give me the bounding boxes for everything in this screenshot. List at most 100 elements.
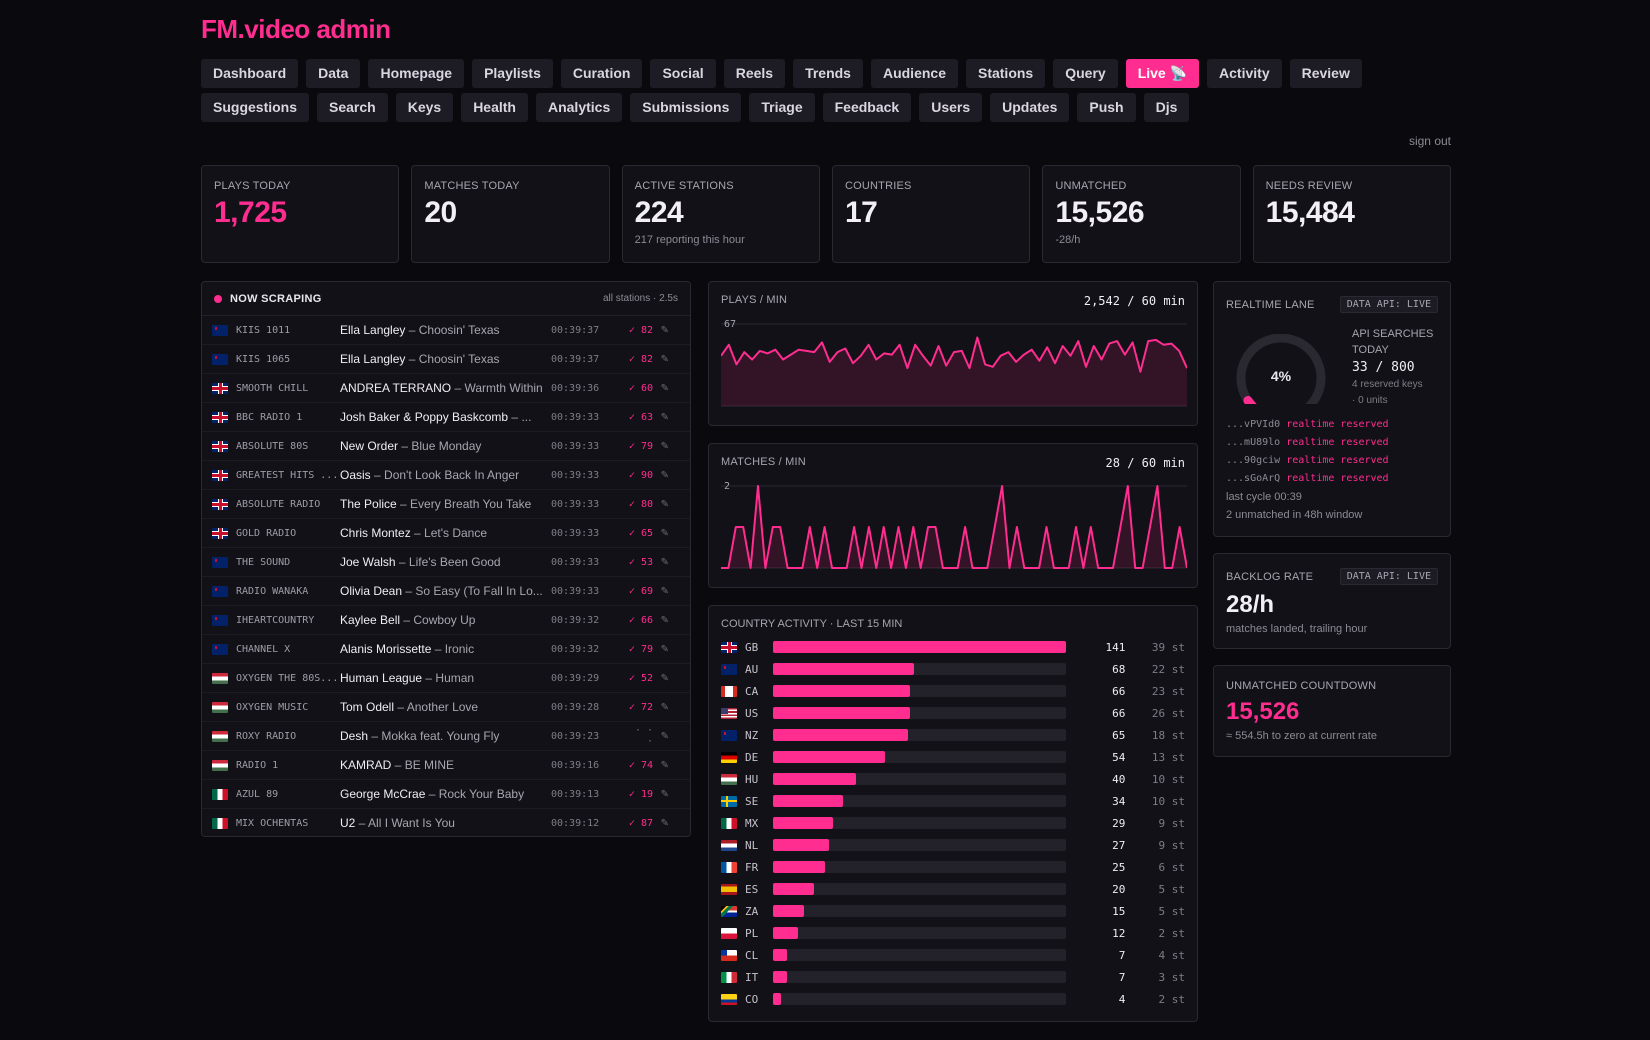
scrape-row[interactable]: ABSOLUTE RADIO The Police – Every Breath … <box>202 490 690 519</box>
country-bar-track <box>772 861 1066 873</box>
country-row-hu[interactable]: HU 40 10 st <box>709 768 1197 790</box>
nav-item-dashboard[interactable]: Dashboard <box>201 59 299 88</box>
nav-item-triage[interactable]: Triage <box>749 93 815 122</box>
scrape-row[interactable]: OXYGEN THE 80S... Human League – Human 00:… <box>202 664 690 693</box>
edit-icon[interactable]: ✎ <box>660 817 669 829</box>
edit-icon[interactable]: ✎ <box>660 643 669 655</box>
app-title[interactable]: FM.video admin <box>201 14 391 44</box>
nav-item-reels[interactable]: Reels <box>723 59 786 88</box>
nav-item-djs[interactable]: Djs <box>1143 93 1190 122</box>
track-info: Chris Montez – Let's Dance <box>340 526 545 540</box>
edit-icon[interactable]: ✎ <box>660 556 669 568</box>
scrape-row[interactable]: GREATEST HITS ... Oasis – Don't Look Back… <box>202 461 690 490</box>
country-row-gb[interactable]: GB 141 39 st <box>709 636 1197 658</box>
scrape-row[interactable]: THE SOUND Joe Walsh – Life's Been Good 00:… <box>202 548 690 577</box>
edit-icon[interactable]: ✎ <box>660 788 669 800</box>
edit-icon[interactable]: ✎ <box>660 353 669 365</box>
nav-item-playlists[interactable]: Playlists <box>472 59 553 88</box>
scrape-row[interactable]: ROXY RÁDIÓ Desh – Mokka feat. Young Fly 00… <box>202 722 690 751</box>
nav-item-data[interactable]: Data <box>306 59 361 88</box>
scrape-time: 00:39:33 <box>551 469 600 481</box>
sign-out-link[interactable]: sign out <box>1408 134 1451 148</box>
country-row-se[interactable]: SE 34 10 st <box>709 790 1197 812</box>
scrape-row[interactable]: IHEARTCOUNTRY Kaylee Bell – Cowboy Up 00:3… <box>202 606 690 635</box>
edit-icon[interactable]: ✎ <box>660 440 669 452</box>
country-row-cl[interactable]: CL 7 4 st <box>709 944 1197 966</box>
country-row-de[interactable]: DE 54 13 st <box>709 746 1197 768</box>
scrape-row[interactable]: KIIS 1065 Ella Langley – Choosin' Texas 00… <box>202 345 690 374</box>
nav-item-activity[interactable]: Activity <box>1207 59 1282 88</box>
scrape-row[interactable]: SMOOTH CHILL ANDREA TERRANO – Warmth With… <box>202 374 690 403</box>
edit-icon[interactable]: ✎ <box>660 469 669 481</box>
nav-item-social[interactable]: Social <box>650 59 716 88</box>
nav-item-search[interactable]: Search <box>317 93 388 122</box>
scrape-row[interactable]: RADIO WĀNAKA Olivia Dean – So Easy (To Fa… <box>202 577 690 606</box>
track-artist: Oasis <box>340 468 371 482</box>
country-row-co[interactable]: CO 4 2 st <box>709 988 1197 1010</box>
nav-item-live[interactable]: Live 📡 <box>1125 59 1200 88</box>
scrape-row[interactable]: ABSOLUTE 80S New Order – Blue Monday 00:39… <box>202 432 690 461</box>
edit-icon[interactable]: ✎ <box>660 614 669 626</box>
country-row-pl[interactable]: PL 12 2 st <box>709 922 1197 944</box>
country-code: NZ <box>745 728 759 742</box>
edit-icon[interactable]: ✎ <box>660 324 669 336</box>
scrape-row[interactable]: RÁDIÓ 1 KAMRAD – BE MINE 00:39:16 ✓ 74 ✎ <box>202 751 690 780</box>
nav-item-feedback[interactable]: Feedback <box>822 93 912 122</box>
nav-item-users[interactable]: Users <box>919 93 983 122</box>
flag-se-icon <box>721 795 737 807</box>
edit-icon[interactable]: ✎ <box>660 498 669 510</box>
nav-item-review[interactable]: Review <box>1289 59 1362 88</box>
country-row-us[interactable]: US 66 26 st <box>709 702 1197 724</box>
scrape-row[interactable]: BBC RADIO 1 Josh Baker & Poppy Baskcomb –… <box>202 403 690 432</box>
country-row-it[interactable]: IT 7 3 st <box>709 966 1197 988</box>
scrape-row[interactable]: CHANNEL X Alanis Morissette – Ironic 00:39… <box>202 635 690 664</box>
nav-item-homepage[interactable]: Homepage <box>368 59 465 88</box>
country-plays: 66 <box>1112 684 1126 698</box>
nav-item-analytics[interactable]: Analytics <box>535 93 623 122</box>
nav-item-updates[interactable]: Updates <box>990 93 1070 122</box>
country-row-za[interactable]: ZA 15 5 st <box>709 900 1197 922</box>
country-row-nz[interactable]: NZ 65 18 st <box>709 724 1197 746</box>
nav-item-health[interactable]: Health <box>461 93 528 122</box>
country-stations: 2 st <box>1158 992 1186 1006</box>
scrape-row[interactable]: MIX OCHENTAS U2 – All I Want Is You 00:39:… <box>202 809 690 837</box>
edit-icon[interactable]: ✎ <box>660 382 669 394</box>
api-searches-label: API SEARCHES TODAY <box>1352 328 1434 356</box>
scrape-row[interactable]: OXYGEN MUSIC Tom Odell – Another Love 00:3… <box>202 693 690 722</box>
country-plays: 68 <box>1112 662 1126 676</box>
country-row-nl[interactable]: NL 27 9 st <box>709 834 1197 856</box>
nav-item-trends[interactable]: Trends <box>793 59 863 88</box>
country-row-mx[interactable]: MX 29 9 st <box>709 812 1197 834</box>
flag-au-icon <box>212 353 228 365</box>
country-activity-panel: COUNTRY ACTIVITY · LAST 15 MIN GB 141 39 s… <box>708 605 1198 1022</box>
nav-item-audience[interactable]: Audience <box>870 59 958 88</box>
nav-item-stations[interactable]: Stations <box>965 59 1046 88</box>
edit-icon[interactable]: ✎ <box>660 701 669 713</box>
country-row-fr[interactable]: FR 25 6 st <box>709 856 1197 878</box>
track-artist: KAMRAD <box>340 758 392 772</box>
nav-item-keys[interactable]: Keys <box>395 93 454 122</box>
edit-icon[interactable]: ✎ <box>660 730 669 742</box>
nav-item-suggestions[interactable]: Suggestions <box>201 93 310 122</box>
scrape-row[interactable]: KIIS 1011 Ella Langley – Choosin' Texas 00… <box>202 316 690 345</box>
country-plays: 34 <box>1112 794 1126 808</box>
scrape-row[interactable]: AZUL 89 George McCrae – Rock Your Baby 00:… <box>202 780 690 809</box>
edit-icon[interactable]: ✎ <box>660 411 669 423</box>
key-id: ...90gciw <box>1226 455 1281 466</box>
edit-icon[interactable]: ✎ <box>660 585 669 597</box>
edit-icon[interactable]: ✎ <box>660 527 669 539</box>
flag-nz-icon <box>212 614 228 626</box>
country-row-es[interactable]: ES 20 5 st <box>709 878 1197 900</box>
scrape-row[interactable]: GOLD RADIO Chris Montez – Let's Dance 00:3… <box>202 519 690 548</box>
nav-item-query[interactable]: Query <box>1053 59 1118 88</box>
flag-nz-icon <box>721 729 737 741</box>
edit-icon[interactable]: ✎ <box>660 759 669 771</box>
track-title: All I Want Is You <box>368 816 455 830</box>
nav-item-push[interactable]: Push <box>1077 93 1136 122</box>
edit-icon[interactable]: ✎ <box>660 672 669 684</box>
nav-item-curation[interactable]: Curation <box>560 59 643 88</box>
track-separator: – <box>405 323 419 337</box>
country-row-ca[interactable]: CA 66 23 st <box>709 680 1197 702</box>
nav-item-submissions[interactable]: Submissions <box>630 93 742 122</box>
country-row-au[interactable]: AU 68 22 st <box>709 658 1197 680</box>
